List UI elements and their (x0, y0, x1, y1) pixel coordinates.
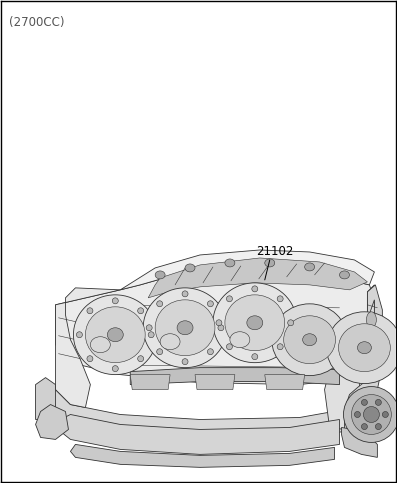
Ellipse shape (157, 301, 163, 307)
Polygon shape (56, 270, 374, 384)
Ellipse shape (91, 337, 110, 353)
Ellipse shape (138, 308, 144, 314)
Ellipse shape (277, 344, 283, 350)
Ellipse shape (85, 307, 145, 363)
Ellipse shape (288, 320, 294, 326)
Ellipse shape (138, 355, 144, 362)
Polygon shape (195, 375, 235, 390)
Polygon shape (50, 390, 359, 440)
Ellipse shape (252, 286, 258, 292)
Ellipse shape (277, 296, 283, 302)
Ellipse shape (213, 283, 297, 363)
Ellipse shape (218, 325, 224, 331)
Ellipse shape (77, 332, 83, 338)
Ellipse shape (225, 259, 235, 267)
Ellipse shape (225, 295, 285, 351)
Ellipse shape (207, 301, 214, 307)
Ellipse shape (327, 312, 397, 384)
Ellipse shape (155, 300, 215, 355)
Ellipse shape (366, 312, 376, 328)
Ellipse shape (157, 349, 163, 355)
Ellipse shape (112, 298, 118, 304)
Polygon shape (120, 250, 374, 290)
Ellipse shape (230, 332, 250, 348)
Polygon shape (60, 414, 339, 455)
Ellipse shape (376, 424, 382, 429)
Text: 21102: 21102 (256, 245, 293, 258)
Ellipse shape (361, 399, 367, 405)
Polygon shape (36, 378, 56, 420)
Polygon shape (70, 444, 335, 468)
Ellipse shape (357, 341, 371, 354)
Polygon shape (325, 285, 374, 429)
Ellipse shape (177, 321, 193, 335)
Ellipse shape (339, 271, 349, 279)
Ellipse shape (284, 316, 335, 364)
Ellipse shape (247, 316, 263, 330)
Ellipse shape (382, 412, 388, 417)
Polygon shape (130, 375, 170, 390)
Polygon shape (36, 405, 68, 440)
Ellipse shape (355, 412, 360, 417)
Ellipse shape (366, 352, 376, 368)
Ellipse shape (73, 295, 157, 375)
Ellipse shape (87, 355, 93, 362)
Ellipse shape (303, 334, 316, 346)
Ellipse shape (272, 304, 347, 376)
Ellipse shape (160, 334, 180, 350)
Ellipse shape (343, 386, 397, 442)
Ellipse shape (207, 349, 214, 355)
Ellipse shape (155, 271, 165, 279)
Ellipse shape (304, 263, 314, 271)
Ellipse shape (185, 264, 195, 272)
Polygon shape (148, 258, 367, 298)
Text: (2700CC): (2700CC) (9, 15, 64, 28)
Ellipse shape (351, 395, 391, 434)
Polygon shape (345, 285, 382, 431)
Ellipse shape (366, 332, 376, 348)
Ellipse shape (107, 328, 123, 341)
Ellipse shape (339, 324, 390, 371)
Ellipse shape (216, 320, 222, 326)
Ellipse shape (87, 308, 93, 314)
Ellipse shape (363, 407, 380, 423)
Ellipse shape (361, 424, 367, 429)
Polygon shape (130, 368, 339, 384)
Ellipse shape (265, 259, 275, 267)
Polygon shape (56, 288, 120, 408)
Ellipse shape (182, 291, 188, 297)
Ellipse shape (252, 354, 258, 360)
Ellipse shape (226, 296, 232, 302)
Polygon shape (265, 375, 304, 390)
Ellipse shape (148, 332, 154, 338)
Ellipse shape (182, 359, 188, 365)
Ellipse shape (143, 288, 227, 368)
Ellipse shape (376, 399, 382, 405)
Polygon shape (341, 427, 378, 457)
Ellipse shape (112, 366, 118, 371)
Ellipse shape (226, 344, 232, 350)
Ellipse shape (146, 325, 152, 331)
